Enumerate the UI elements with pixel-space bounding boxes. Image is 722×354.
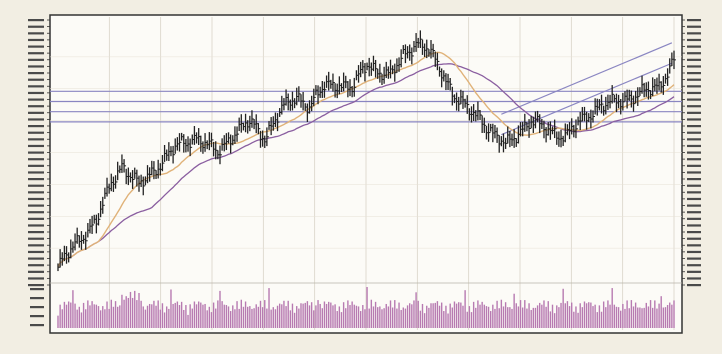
volume-axis-tick-label: [30, 306, 44, 309]
left-axis-tick-label: [28, 105, 44, 108]
left-axis-tick-label: [28, 231, 44, 234]
left-axis-tick-label: [28, 38, 44, 42]
left-axis-tick-label: [28, 211, 44, 214]
volume-axis-tick-label: [30, 315, 44, 318]
right-axis-tick-label: [687, 58, 701, 61]
left-axis-tick-label: [28, 138, 44, 141]
left-axis-tick-label: [28, 284, 44, 287]
right-axis-tick-label: [687, 32, 701, 35]
left-axis-tick-label: [28, 19, 44, 22]
right-axis-tick-label: [687, 197, 701, 201]
left-axis-tick-label: [28, 52, 44, 55]
left-axis-tick-label: [28, 217, 44, 220]
right-axis-tick-label: [687, 25, 701, 28]
right-axis-tick-label: [687, 250, 701, 254]
right-axis-tick-label: [687, 78, 701, 81]
right-axis-tick-label: [687, 158, 701, 161]
left-axis-tick-label: [28, 178, 44, 181]
left-axis-tick-label: [28, 111, 44, 114]
price-bars: [57, 30, 676, 272]
left-axis-tick-label: [28, 277, 44, 280]
left-axis-tick-label: [28, 85, 44, 88]
left-axis-tick-label: [28, 32, 44, 35]
left-axis-tick-label: [28, 171, 44, 174]
volume-axis-tick-label: [30, 297, 44, 300]
left-axis-tick-label: [28, 257, 44, 260]
left-axis-tick-label: [28, 264, 44, 267]
right-axis-tick-label: [687, 184, 701, 187]
left-axis-tick-label: [28, 244, 44, 247]
right-axis-tick-label: [687, 204, 701, 207]
right-axis-tick-label: [687, 237, 701, 240]
right-axis-tick-label: [687, 264, 701, 267]
right-axis-tick-label: [687, 257, 701, 260]
right-axis-tick-label: [687, 138, 701, 141]
left-axis-tick-label: [28, 250, 44, 254]
left-axis-tick-label: [28, 270, 44, 273]
right-axis-tick-label: [687, 19, 701, 22]
grid-layer: [50, 17, 682, 330]
right-axis-tick-label: [687, 224, 701, 227]
left-axis-tick-label: [28, 158, 44, 161]
left-axis-tick-label: [28, 125, 44, 128]
left-axis-tick-label: [28, 131, 44, 134]
left-axis-tick-label: [28, 164, 44, 167]
left-axis-tick-label: [28, 118, 44, 121]
right-axis-tick-label: [687, 52, 701, 55]
axis-ticks: [28, 19, 701, 327]
right-axis-tick-label: [687, 85, 701, 88]
right-axis-tick-label: [687, 284, 701, 287]
right-axis-tick-label: [687, 45, 701, 48]
left-axis-tick-label: [28, 98, 44, 101]
right-axis-tick-label: [687, 244, 701, 247]
right-axis-tick-label: [687, 191, 701, 194]
right-axis-tick-label: [687, 38, 701, 42]
right-axis-tick-label: [687, 171, 701, 174]
left-axis-tick-label: [28, 184, 44, 187]
right-axis-tick-label: [687, 164, 701, 167]
left-axis-tick-label: [28, 58, 44, 61]
right-axis-tick-label: [687, 277, 701, 280]
left-axis-tick-label: [28, 151, 44, 154]
right-axis-tick-label: [687, 105, 701, 108]
left-axis-tick-label: [28, 144, 44, 148]
right-axis-tick-label: [687, 211, 701, 214]
right-axis-tick-label: [687, 270, 701, 273]
right-axis-tick-label: [687, 91, 701, 95]
right-axis-tick-label: [687, 151, 701, 154]
left-axis-tick-label: [28, 204, 44, 207]
right-axis-tick-label: [687, 131, 701, 134]
left-axis-tick-label: [28, 224, 44, 227]
left-axis-tick-label: [28, 72, 44, 75]
right-axis-tick-label: [687, 125, 701, 128]
volume-bars: [57, 287, 675, 328]
trend-channel-lower: [501, 62, 673, 136]
left-axis-tick-label: [28, 237, 44, 240]
right-axis-tick-label: [687, 111, 701, 114]
right-axis-tick-label: [687, 72, 701, 75]
volume-axis-tick-label: [30, 324, 44, 327]
left-axis-tick-label: [28, 197, 44, 201]
right-axis-tick-label: [687, 178, 701, 181]
left-axis-tick-label: [28, 65, 44, 68]
reference-lines: [50, 42, 682, 136]
right-axis-tick-label: [687, 98, 701, 101]
right-axis-tick-label: [687, 231, 701, 234]
left-axis-tick-label: [28, 45, 44, 48]
left-axis-tick-label: [28, 91, 44, 95]
left-axis-tick-label: [28, 78, 44, 81]
volume-axis-tick-label: [30, 288, 44, 291]
left-axis-tick-label: [28, 191, 44, 194]
right-axis-tick-label: [687, 217, 701, 220]
right-axis-tick-label: [687, 65, 701, 68]
right-axis-tick-label: [687, 144, 701, 148]
trend-channel-upper: [501, 42, 673, 115]
left-axis-tick-label: [28, 25, 44, 28]
right-axis-tick-label: [687, 118, 701, 121]
